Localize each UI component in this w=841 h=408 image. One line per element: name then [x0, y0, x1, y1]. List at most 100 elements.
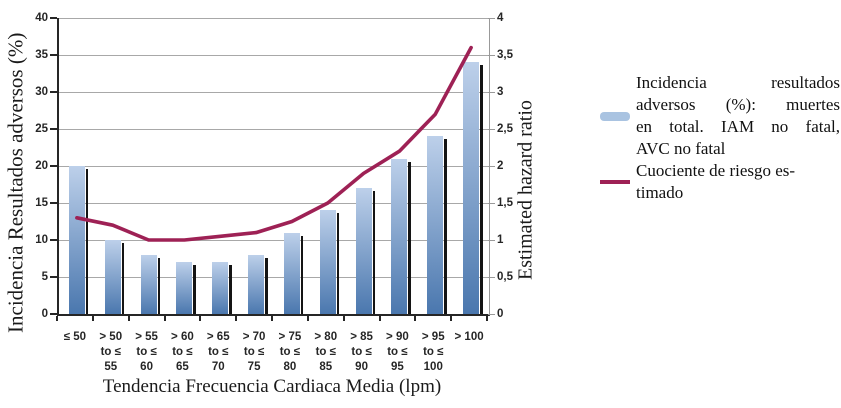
left-axis-tick-label: 10 — [35, 234, 48, 246]
bar — [212, 262, 232, 314]
right-axis-title: Estimated hazard ratio — [514, 100, 537, 280]
x-category-label: > 80 to ≤ 85 — [305, 330, 347, 375]
legend-swatch-column — [600, 111, 636, 121]
x-category-label: > 85 to ≤ 90 — [341, 330, 383, 375]
legend-label-line: AVC no fatal — [636, 139, 726, 158]
x-category-label-line: to ≤ — [423, 346, 444, 358]
x-category-label: > 100 — [448, 330, 490, 345]
left-axis-tick — [50, 165, 57, 167]
gridline — [59, 128, 489, 130]
legend-line-swatch — [600, 180, 630, 184]
x-category-label-line: 85 — [319, 361, 333, 373]
gridline — [59, 276, 489, 278]
x-category-label-line: > 90 — [386, 331, 409, 343]
x-axis-tick — [486, 316, 488, 321]
bar — [391, 158, 411, 315]
legend-item: Cuociente de riesgo es-timado — [600, 160, 841, 204]
right-axis-tick-label: 4 — [497, 12, 504, 24]
x-category-label: > 70 to ≤ 75 — [233, 330, 275, 375]
x-category-label-line: > 95 — [421, 331, 445, 343]
x-category-label: > 55 to ≤ 60 — [126, 330, 168, 375]
left-axis-tick — [50, 17, 57, 19]
right-axis-tick-label: 1 — [497, 234, 504, 246]
right-axis-tick-label: 1,5 — [497, 197, 513, 209]
x-category-label-line: to ≤ — [243, 346, 265, 358]
left-axis-tick — [50, 128, 57, 130]
x-axis-tick — [271, 316, 273, 321]
right-axis-tick — [488, 55, 495, 56]
legend-item-label: Cuociente de riesgo es-timado — [636, 160, 840, 204]
right-axis-tick — [488, 166, 495, 167]
right-axis-tick-label: 2,5 — [497, 123, 513, 135]
x-category-label-line: 100 — [423, 361, 443, 373]
x-category-label-line: 70 — [211, 361, 225, 373]
legend-label-line: timado — [636, 183, 684, 202]
left-axis-tick — [50, 239, 57, 241]
x-category-label-line: 65 — [176, 361, 189, 373]
legend-bar-swatch — [600, 111, 630, 121]
right-axis-tick — [488, 129, 495, 130]
x-category-label-line: > 55 — [135, 331, 158, 343]
left-axis-tick-label: 40 — [35, 12, 48, 24]
bar — [140, 254, 161, 315]
gridline — [59, 165, 489, 167]
left-axis-tick-label: 30 — [35, 86, 48, 98]
x-category-label: ≤ 50 — [54, 330, 96, 345]
right-axis-tick-label: 3 — [497, 86, 504, 98]
x-axis-tick — [414, 316, 417, 321]
bar — [68, 166, 89, 314]
plot-area — [57, 17, 490, 316]
x-category-label-line: 60 — [140, 361, 153, 373]
x-axis-tick — [342, 316, 345, 321]
right-axis-tick — [488, 240, 495, 241]
bar — [355, 188, 376, 314]
right-axis-tick-label: 0 — [497, 308, 504, 320]
right-axis-tick-label: 3,5 — [497, 49, 513, 61]
right-axis-tick — [488, 203, 495, 204]
x-category-label-line: 80 — [283, 361, 297, 373]
legend-item: Incidencia resultados adversos (%): muert… — [600, 72, 841, 160]
x-category-label-line: 55 — [104, 361, 118, 373]
x-category-label-line: > 85 — [350, 331, 373, 343]
x-category-label-line: > 75 — [278, 331, 302, 343]
x-axis-tick — [91, 316, 94, 321]
legend-label-line: Incidencia resultados — [636, 73, 840, 92]
gridline — [59, 54, 489, 56]
legend-label-line: adversos (%): muertes — [636, 95, 840, 114]
x-category-label-line: > 80 — [314, 331, 338, 343]
x-category-label-line: > 70 — [242, 331, 266, 343]
x-category-label: > 90 to ≤ 95 — [376, 330, 418, 375]
legend-label-line: Cuociente de riesgo es- — [636, 161, 796, 180]
x-category-label: > 60 to ≤ 65 — [161, 330, 203, 375]
x-category-label-line: to ≤ — [279, 346, 301, 358]
bar — [283, 232, 304, 315]
x-category-label-line: 75 — [247, 361, 261, 373]
x-category-label-line: > 100 — [454, 331, 484, 343]
bar — [104, 240, 125, 314]
x-axis-tick — [56, 316, 58, 321]
x-category-label-line: ≤ 50 — [63, 331, 87, 343]
left-axis-tick — [50, 313, 57, 315]
x-category-label-line: to ≤ — [315, 346, 336, 358]
x-axis-tick — [450, 316, 453, 321]
gridline — [59, 239, 489, 241]
x-category-label-line: 95 — [391, 361, 404, 373]
left-axis-tick-label: 20 — [35, 160, 48, 172]
x-category-label-line: to ≤ — [100, 346, 121, 358]
left-axis-tick — [50, 276, 57, 278]
right-axis-tick-label: 2 — [497, 160, 504, 172]
left-axis-tick — [50, 91, 57, 93]
gridline — [59, 17, 489, 19]
x-category-label-line: to ≤ — [136, 346, 157, 358]
left-axis-title: Incidencia Resultados adversos (%) — [3, 32, 28, 333]
x-axis-tick — [163, 316, 166, 321]
x-category-label-line: > 50 — [99, 331, 123, 343]
bar — [248, 254, 268, 315]
bar — [319, 210, 340, 314]
x-category-label-line: to ≤ — [172, 346, 193, 358]
x-category-label-line: to ≤ — [351, 346, 372, 358]
right-axis-tick-label: 0,5 — [497, 271, 513, 283]
x-axis-title: Tendencia Frecuencia Cardiaca Media (lpm… — [102, 376, 442, 397]
bar — [427, 136, 447, 314]
legend-item-label: Incidencia resultados adversos (%): muert… — [636, 72, 840, 160]
